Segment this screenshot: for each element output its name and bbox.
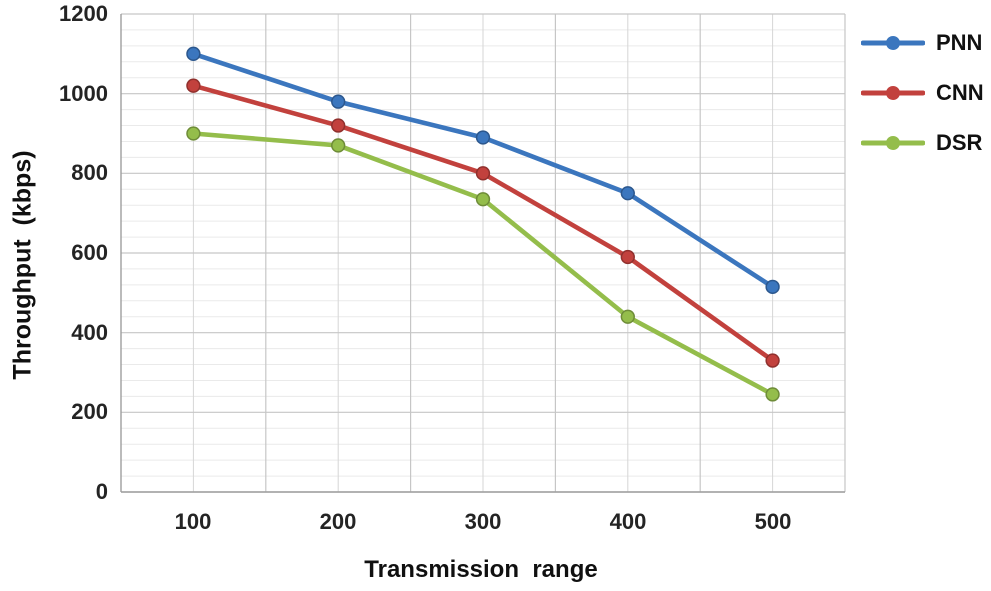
legend-line-marker-icon xyxy=(861,35,925,50)
series-marker-pnn xyxy=(186,46,201,61)
x-axis-title: Transmission range xyxy=(364,556,598,583)
series-marker-cnn xyxy=(765,353,780,368)
x-tick-label-500: 500 xyxy=(754,509,792,534)
x-tick-label-100: 100 xyxy=(174,509,212,534)
series-marker-dsr xyxy=(186,126,201,141)
y-tick-label-800: 800 xyxy=(71,160,108,185)
legend-item-dsr: DSR xyxy=(861,130,984,155)
x-tick-label-200: 200 xyxy=(319,509,357,534)
legend-item-cnn: CNN xyxy=(861,80,984,105)
legend-marker xyxy=(886,85,900,100)
y-tick-label-1000: 1000 xyxy=(59,81,108,106)
series-marker-pnn xyxy=(331,94,346,109)
series-marker-cnn xyxy=(186,78,201,93)
legend-label-cnn: CNN xyxy=(936,80,984,105)
legend-line-marker-icon xyxy=(861,85,925,100)
series-marker-pnn xyxy=(475,130,491,145)
series-marker-pnn xyxy=(765,279,780,295)
y-tick-label-200: 200 xyxy=(71,399,108,424)
legend-label-dsr: DSR xyxy=(936,130,983,155)
legend: PNN CNN DSR xyxy=(861,30,984,180)
legend-label-pnn: PNN xyxy=(936,30,983,55)
legend-marker xyxy=(886,135,900,150)
series-marker-pnn xyxy=(620,186,635,201)
series-marker-dsr xyxy=(331,138,346,153)
series-marker-dsr xyxy=(475,192,491,207)
y-tick-label-600: 600 xyxy=(71,240,108,265)
y-tick-label-1200: 1200 xyxy=(59,1,108,26)
series-marker-cnn xyxy=(620,249,635,265)
x-tick-label-300: 300 xyxy=(464,509,502,534)
series-marker-dsr xyxy=(620,309,635,324)
y-tick-label-0: 0 xyxy=(95,479,108,504)
legend-item-pnn: PNN xyxy=(861,30,984,55)
series-marker-cnn xyxy=(331,118,346,133)
series-marker-dsr xyxy=(765,387,780,402)
y-tick-label-400: 400 xyxy=(71,320,108,345)
legend-line-marker-icon xyxy=(861,135,925,150)
legend-marker xyxy=(886,35,900,50)
x-tick-label-400: 400 xyxy=(609,509,647,534)
series-marker-cnn xyxy=(475,166,491,181)
